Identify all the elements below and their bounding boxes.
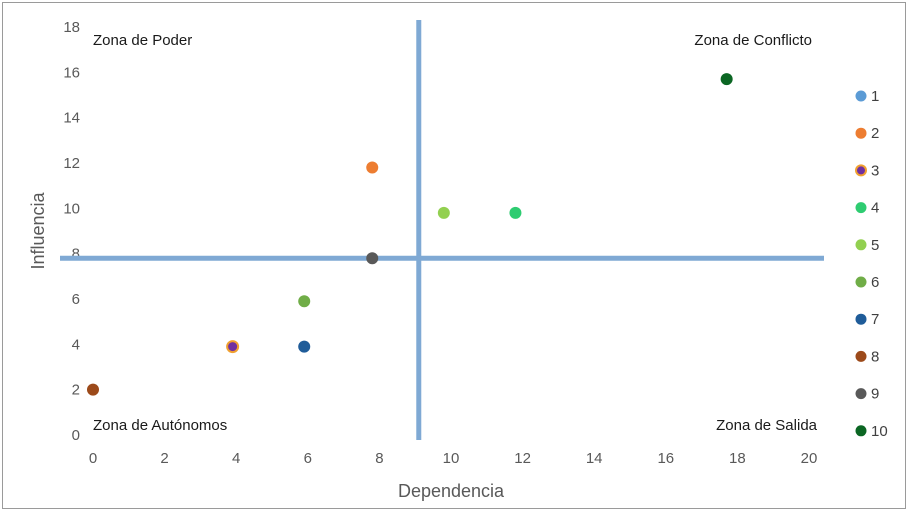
y-tick-label: 14	[63, 110, 80, 127]
y-tick-label: 16	[63, 64, 80, 81]
y-tick-label: 2	[72, 382, 80, 399]
data-point-3	[226, 340, 240, 354]
data-point-5	[437, 206, 450, 219]
legend-label-2: 2	[871, 125, 879, 142]
data-point-7	[298, 340, 311, 353]
x-tick-label: 0	[89, 450, 97, 467]
y-tick-label: 18	[63, 19, 80, 36]
legend-label-5: 5	[871, 237, 879, 254]
y-tick-label: 10	[63, 200, 80, 217]
y-tick-label: 0	[72, 427, 80, 444]
x-axis-ticks: 0 2 4 6 8 10 12 14 16 18 20	[89, 450, 818, 467]
legend: 1 2 3 4 5 6 7 8 9 10	[855, 88, 888, 440]
zone-label-conflicto: Zona de Conflicto	[694, 32, 812, 49]
x-tick-label: 12	[514, 450, 531, 467]
legend-label-10: 10	[871, 423, 888, 440]
x-tick-label: 20	[801, 450, 818, 467]
zone-label-salida: Zona de Salida	[716, 417, 818, 434]
legend-marker-4	[855, 202, 867, 214]
legend-marker-1	[855, 90, 867, 102]
legend-marker-5	[855, 239, 867, 251]
legend-marker-3	[855, 164, 867, 177]
y-tick-label: 8	[72, 246, 80, 263]
y-tick-label: 6	[72, 291, 80, 308]
data-point-8	[87, 383, 99, 396]
x-tick-label: 6	[304, 450, 312, 467]
legend-label-6: 6	[871, 274, 879, 291]
legend-marker-8	[855, 350, 867, 362]
data-points	[87, 73, 733, 396]
legend-marker-10	[855, 425, 867, 437]
legend-marker-2	[855, 127, 867, 139]
legend-marker-7	[855, 313, 867, 325]
x-tick-label: 10	[443, 450, 460, 467]
data-point-6	[298, 295, 311, 308]
x-axis-title: Dependencia	[398, 481, 505, 501]
legend-label-9: 9	[871, 386, 879, 403]
y-tick-label: 12	[63, 155, 80, 172]
x-tick-label: 4	[232, 450, 240, 467]
zone-label-autonomos: Zona de Autónomos	[93, 417, 227, 434]
x-tick-label: 16	[657, 450, 674, 467]
data-point-10	[720, 73, 733, 86]
data-point-4	[509, 206, 522, 219]
quadrant-dividers	[60, 20, 824, 440]
legend-label-7: 7	[871, 311, 879, 328]
legend-label-4: 4	[871, 200, 879, 217]
legend-label-3: 3	[871, 162, 879, 179]
x-tick-label: 2	[160, 450, 168, 467]
x-tick-label: 18	[729, 450, 746, 467]
y-tick-label: 4	[72, 336, 80, 353]
y-axis-ticks: 0 2 4 6 8 10 12 14 16 18	[63, 19, 80, 444]
x-tick-label: 8	[375, 450, 383, 467]
y-axis-title: Influencia	[28, 191, 48, 269]
zone-label-poder: Zona de Poder	[93, 32, 192, 49]
x-tick-label: 14	[586, 450, 603, 467]
data-point-2	[366, 161, 379, 174]
legend-marker-6	[855, 276, 867, 288]
legend-label-1: 1	[871, 88, 879, 105]
legend-marker-9	[855, 388, 867, 400]
legend-label-8: 8	[871, 348, 879, 365]
data-point-9	[366, 252, 379, 265]
